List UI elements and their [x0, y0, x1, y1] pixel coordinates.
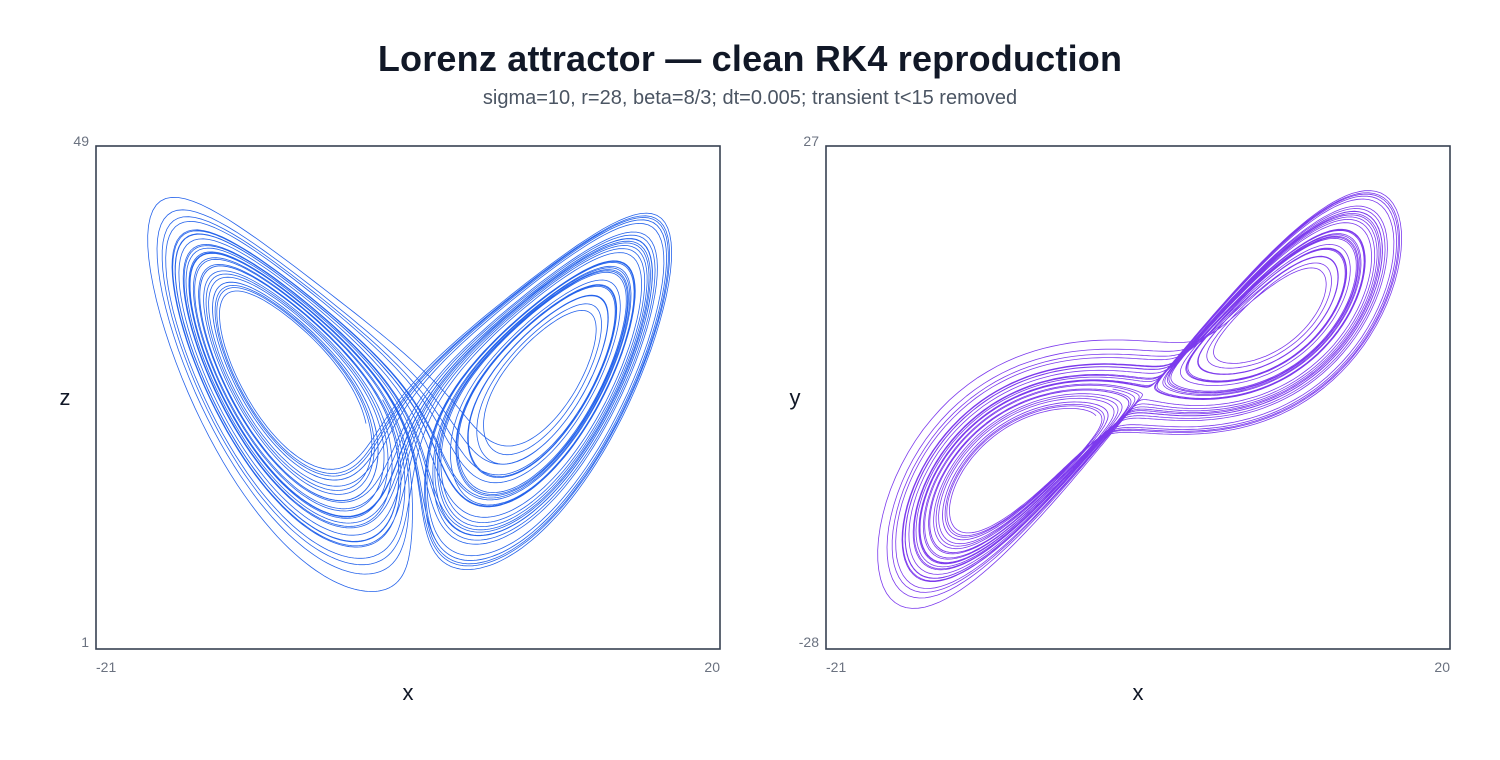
- plot-frame-xz: [95, 145, 721, 650]
- x-axis-label-xy: x: [1133, 680, 1144, 705]
- y-tick-min-xz: 1: [81, 634, 89, 650]
- x-axis-label-xz: x: [403, 680, 414, 705]
- chart-title: Lorenz attractor — clean RK4 reproductio…: [377, 38, 1123, 79]
- trajectory-line-xz: [147, 197, 672, 592]
- y-tick-max-xz: 49: [73, 133, 89, 149]
- x-tick-min-xz: -21: [96, 659, 116, 675]
- plot-frame-xy: [825, 145, 1451, 650]
- y-tick-max-xy: 27: [803, 133, 819, 149]
- y-axis-label-xz: z: [60, 385, 71, 410]
- y-tick-min-xy: -28: [799, 634, 819, 650]
- x-tick-max-xy: 20: [1434, 659, 1450, 675]
- y-axis-label-xy: y: [790, 385, 801, 410]
- xz-projection-chart: -21 20 49 1 x z: [60, 133, 721, 705]
- x-tick-max-xz: 20: [704, 659, 720, 675]
- chart-subtitle: sigma=10, r=28, beta=8/3; dt=0.005; tran…: [482, 87, 1018, 109]
- trajectory-line-xy: [877, 190, 1402, 609]
- x-tick-min-xy: -21: [826, 659, 846, 675]
- xy-projection-chart: -21 20 27 -28 x y: [790, 133, 1451, 705]
